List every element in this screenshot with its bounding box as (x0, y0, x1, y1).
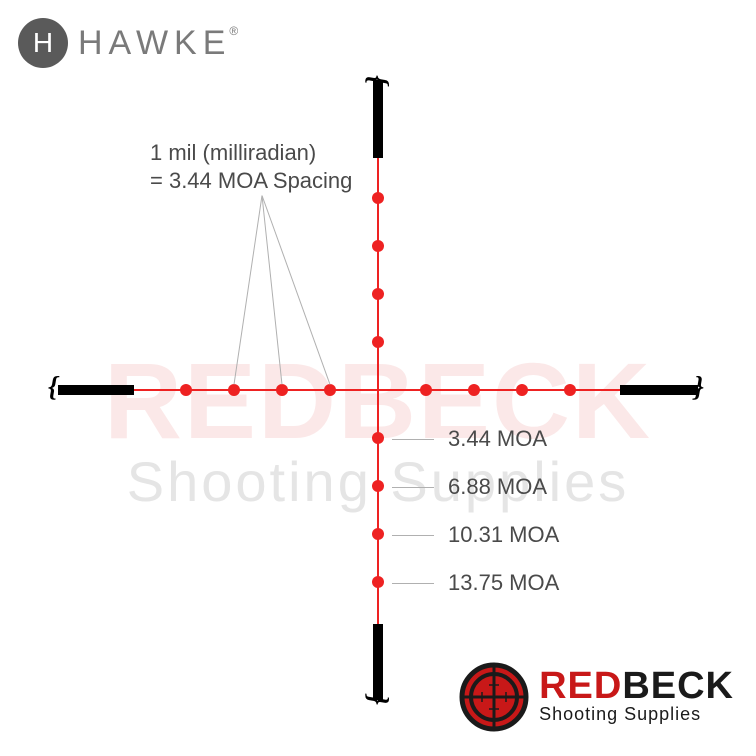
reticle-serif-top: { (361, 75, 393, 85)
hawke-logo: H HAWKE® (18, 18, 238, 68)
diagram-canvas: H HAWKE® REDBECK Shooting Supplies { } {… (0, 0, 756, 756)
reticle-serif-bottom: } (361, 695, 393, 705)
reticle-dot (372, 288, 384, 300)
reticle-post-right (620, 385, 698, 395)
redbeck-main: REDBECK (539, 669, 734, 703)
reticle-post-top (373, 80, 383, 158)
reticle-dot (420, 384, 432, 396)
moa-label-row: 10.31 MOA (392, 522, 559, 548)
annotation-line2: = 3.44 MOA Spacing (150, 168, 352, 194)
reticle-serif-left: { (48, 372, 58, 404)
reticle-dot (468, 384, 480, 396)
moa-tick (392, 439, 434, 440)
reticle-dot (180, 384, 192, 396)
reticle-dot (372, 576, 384, 588)
reticle-dot (516, 384, 528, 396)
moa-tick (392, 487, 434, 488)
reticle-dot (372, 528, 384, 540)
redbeck-scope-icon (459, 662, 529, 732)
moa-label-row: 6.88 MOA (392, 474, 547, 500)
moa-value: 6.88 MOA (448, 474, 547, 500)
reticle-post-bottom (373, 624, 383, 700)
moa-value: 13.75 MOA (448, 570, 559, 596)
moa-tick (392, 535, 434, 536)
reticle-dot (564, 384, 576, 396)
reticle-dot (228, 384, 240, 396)
reticle-serif-right: } (694, 372, 704, 404)
moa-label-row: 3.44 MOA (392, 426, 547, 452)
hawke-circle-icon: H (18, 18, 68, 68)
redbeck-logo: REDBECK Shooting Supplies (459, 662, 734, 732)
reticle-dot (372, 240, 384, 252)
moa-value: 10.31 MOA (448, 522, 559, 548)
moa-value: 3.44 MOA (448, 426, 547, 452)
reticle-vertical-line (377, 80, 379, 700)
moa-label-row: 13.75 MOA (392, 570, 559, 596)
annotation-line1: 1 mil (milliradian) (150, 140, 316, 166)
reticle-dot (372, 192, 384, 204)
moa-tick (392, 583, 434, 584)
reticle-dot (276, 384, 288, 396)
hawke-brand-text: HAWKE® (78, 24, 238, 63)
reticle-dot (372, 480, 384, 492)
pointer-line (234, 195, 263, 384)
reticle-dot (324, 384, 336, 396)
reticle-dot (372, 336, 384, 348)
reticle-post-left (58, 385, 134, 395)
reticle-dot (372, 432, 384, 444)
